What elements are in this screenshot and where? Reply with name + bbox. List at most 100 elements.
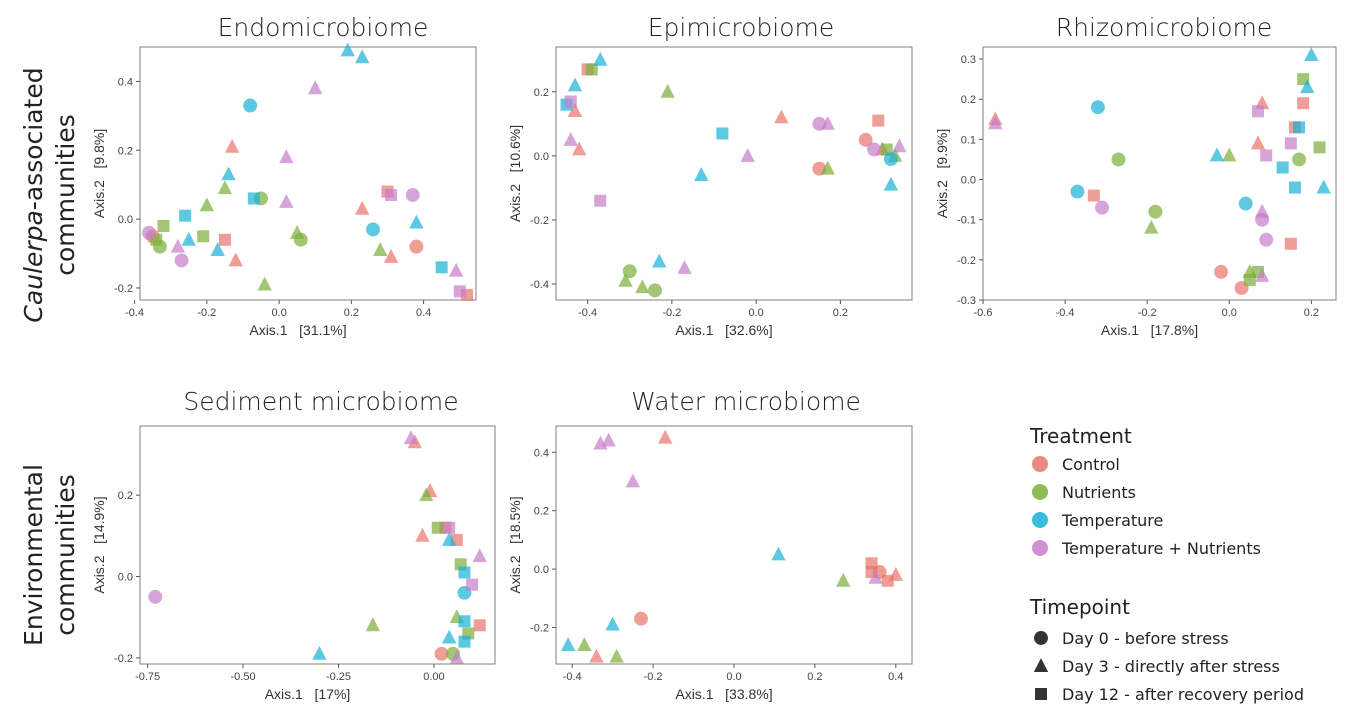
x-tick-label: 0.4	[416, 307, 431, 319]
data-point-triangle	[354, 200, 370, 215]
legend-treatment-label: Control	[1062, 455, 1120, 474]
data-point-triangle	[441, 629, 457, 644]
legend-swatch	[1032, 540, 1048, 556]
legend-swatch	[1032, 484, 1048, 500]
data-point-circle	[633, 611, 648, 626]
legend-treatment-label: Nutrients	[1062, 483, 1136, 502]
data-point-triangle	[199, 197, 215, 212]
data-point-circle	[366, 222, 380, 237]
row-label-top-rest: -associated	[19, 67, 48, 210]
x-tick-label: 0.0	[1222, 307, 1237, 319]
data-point-circle	[293, 232, 308, 247]
x-tick-label: -0.2	[197, 307, 216, 319]
data-point-triangle	[593, 51, 608, 66]
data-point-square	[247, 192, 260, 205]
data-point-triangle	[448, 262, 464, 277]
data-point-triangle	[820, 160, 835, 175]
data-point-circle	[858, 132, 873, 147]
data-point-triangle	[354, 49, 370, 64]
data-point-circle	[1238, 196, 1253, 211]
data-point-triangle	[605, 616, 620, 631]
plot-frame	[982, 46, 1337, 301]
data-point-square	[443, 521, 456, 534]
data-points	[148, 430, 487, 664]
data-point-triangle	[217, 180, 233, 195]
legend-timepoint-title: Timepoint	[1029, 595, 1130, 619]
row-label-bottom-line2: communities	[51, 474, 80, 636]
data-point-triangle	[279, 193, 294, 208]
legend-timepoint-label: Day 0 - before stress	[1062, 629, 1229, 648]
legend-shape-square	[1035, 688, 1047, 700]
data-point-circle	[1111, 152, 1126, 167]
data-point-triangle	[181, 231, 196, 246]
y-tick-label: -0.2	[530, 622, 549, 634]
data-point-square	[1087, 189, 1100, 202]
data-point-triangle	[1300, 79, 1315, 94]
data-point-circle	[243, 98, 258, 113]
plots-group: Endomicrobiome -0.4 -0.2 0.0 0.2 0.4 -0.2 0.0 0.…	[91, 13, 1337, 702]
data-point-triangle	[449, 649, 465, 664]
data-point-square	[1276, 161, 1289, 174]
scatter-panel-5: Water microbiome -0.4 -0.2 0.0 0.2 0.4 -0.2 0.0…	[507, 387, 913, 702]
y-axis-label: Axis.2 [14.9%]	[91, 496, 107, 593]
data-point-triangle	[868, 569, 883, 584]
data-point-triangle	[308, 80, 323, 95]
data-point-triangle	[660, 83, 675, 98]
data-point-square	[458, 615, 471, 628]
x-tick-label: 0.2	[344, 307, 359, 319]
data-point-square	[453, 285, 466, 298]
data-point-triangle	[1144, 219, 1159, 234]
data-point-circle	[409, 239, 424, 254]
data-points	[142, 42, 473, 301]
data-point-circle	[405, 188, 420, 202]
data-point-triangle	[312, 645, 327, 660]
scatter-panel-3: Rhizomicrobiome -0.6 -0.4 -0.2 0.0 0.2 -0.3 -0.…	[934, 13, 1337, 338]
data-point-triangle	[373, 242, 388, 257]
data-point-triangle	[1209, 147, 1225, 162]
x-tick-label: -0.4	[563, 671, 582, 683]
y-tick-label: 0.4	[534, 447, 549, 459]
y-tick-label: 0.0	[961, 175, 976, 187]
data-point-triangle	[571, 141, 587, 156]
legend-treatment-label: Temperature + Nutrients	[1061, 539, 1261, 558]
data-point-square	[431, 521, 444, 534]
x-tick-label: -0.2	[644, 671, 663, 683]
data-point-triangle	[567, 103, 583, 117]
x-tick-label: -0.2	[1138, 307, 1157, 319]
data-point-triangle	[658, 429, 673, 444]
x-axis-label: Axis.1 [17.8%]	[1101, 322, 1198, 338]
data-point-square	[1297, 97, 1310, 110]
legend-shape-circle	[1034, 631, 1048, 645]
plot-frame	[555, 46, 913, 301]
legend-shape-triangle	[1033, 658, 1049, 672]
data-point-square	[1293, 121, 1306, 134]
x-axis-label: Axis.1 [33.8%]	[675, 686, 772, 702]
y-tick-label: -0.2	[957, 255, 976, 267]
data-point-circle	[1148, 204, 1163, 219]
scatter-panel-2: Epimicrobiome -0.4 -0.2 0.0 0.2 -0.4 -0.2 0.0 0.…	[507, 13, 913, 338]
data-point-triangle	[365, 617, 381, 632]
data-point-square	[458, 635, 471, 648]
panel-title: Endomicrobiome	[218, 13, 429, 42]
data-point-square	[594, 194, 607, 207]
x-tick-label: -0.50	[231, 671, 256, 683]
x-tick-label: 0.2	[1304, 307, 1319, 319]
data-point-triangle	[774, 109, 789, 124]
data-point-triangle	[567, 77, 583, 92]
data-point-triangle	[257, 276, 272, 291]
data-point-square	[1284, 137, 1297, 150]
data-point-circle	[434, 646, 449, 661]
legend-timepoint-label: Day 12 - after recovery period	[1062, 685, 1304, 704]
legend-treatment-label: Temperature	[1061, 511, 1163, 530]
data-point-triangle	[601, 432, 616, 447]
data-point-square	[1313, 141, 1326, 154]
y-tick-label: 0.0	[118, 214, 133, 226]
legend-treatment-title: Treatment	[1029, 424, 1132, 448]
data-point-triangle	[1250, 135, 1266, 150]
data-point-square	[585, 63, 598, 76]
row-label-bottom-line1: Environmental	[19, 464, 48, 646]
legend-swatch	[1032, 456, 1048, 472]
y-tick-label: 0.2	[534, 506, 549, 518]
data-point-square	[1260, 149, 1273, 162]
